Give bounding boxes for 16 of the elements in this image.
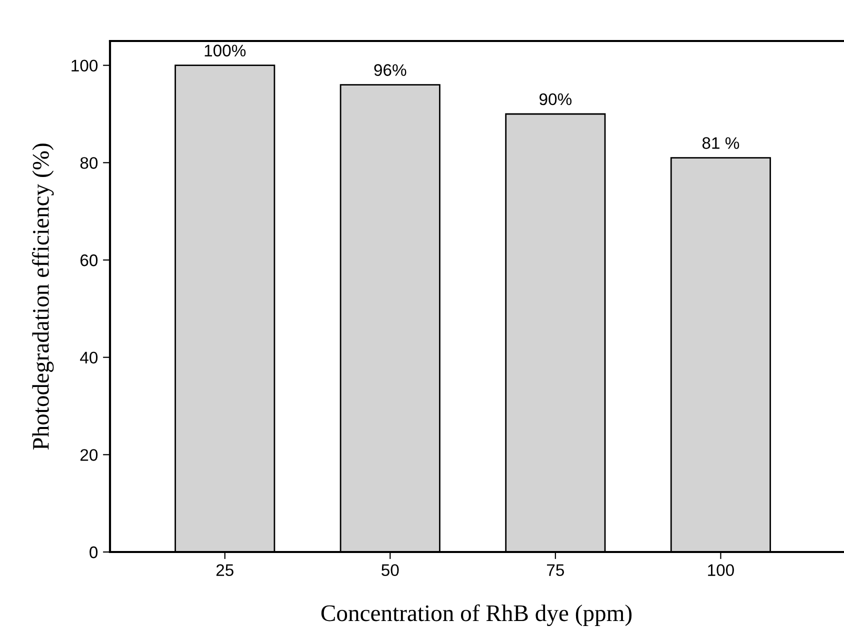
- y-tick-label: 80: [80, 157, 98, 169]
- data-label: 90%: [540, 93, 572, 106]
- y-tick-label: 60: [80, 254, 98, 266]
- y-tick-label: 100: [72, 60, 98, 72]
- x-tick-label: 25: [216, 564, 234, 576]
- data-label: 96%: [374, 64, 406, 76]
- y-tick-label: 20: [80, 449, 98, 461]
- data-label: 81 %: [702, 137, 740, 149]
- x-axis-title: Concentration of RhB dye (ppm): [321, 604, 632, 626]
- y-tick-label: 40: [80, 352, 98, 364]
- y-axis-title: Photodegradation efficiency (%): [32, 144, 54, 450]
- x-tick-label: 75: [547, 564, 564, 576]
- x-tick-label: 50: [382, 564, 399, 576]
- y-tick-label: 0: [90, 546, 98, 558]
- data-label: 100%: [204, 44, 246, 56]
- x-tick-label: 100: [708, 564, 734, 576]
